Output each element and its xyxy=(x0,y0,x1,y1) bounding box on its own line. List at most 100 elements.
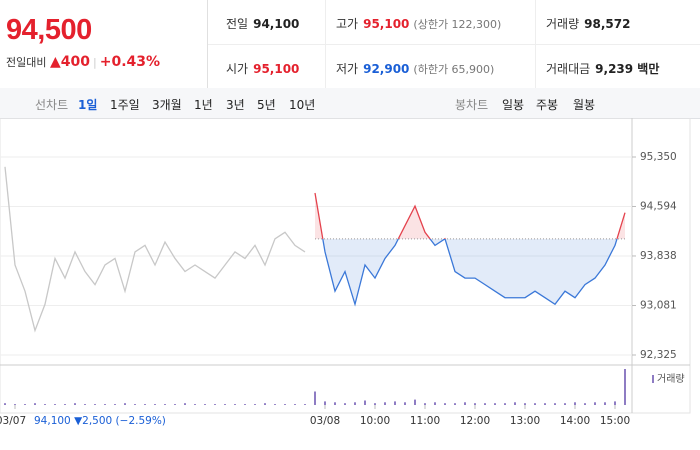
cell-label: 거래대금 xyxy=(546,62,591,76)
change: 전일대비 ▲400 | +0.43% xyxy=(6,54,161,70)
tab[interactable]: 5년 xyxy=(257,98,276,112)
volume-bar xyxy=(354,402,356,405)
y-tick-label: 92,325 xyxy=(640,349,677,361)
volume-bar xyxy=(324,401,326,405)
volume-bar xyxy=(224,404,226,405)
volume-bar xyxy=(614,401,616,405)
volume-bar xyxy=(444,403,446,405)
volume-bar xyxy=(64,404,66,405)
change-label: 전일대비 xyxy=(6,56,47,69)
x-tick-label: 10:00 xyxy=(360,415,390,427)
volume-bar xyxy=(334,402,336,405)
volume-bar xyxy=(154,404,156,405)
x-tick-label: 13:00 xyxy=(510,415,540,427)
price-box: 94,500 전일대비 ▲400 | +0.43% xyxy=(0,0,208,88)
volume-bar xyxy=(74,403,76,405)
volume-bar xyxy=(464,402,466,405)
summary-cell: 전일 94,100 xyxy=(226,15,299,32)
volume-bar xyxy=(424,403,426,405)
current-price: 94,500 xyxy=(6,14,92,46)
cell-value: 98,572 xyxy=(584,17,631,31)
summary-panel: 94,500 전일대비 ▲400 | +0.43% 전일 94,100 고가 95,100… xyxy=(0,0,700,89)
volume-bar xyxy=(394,401,396,405)
volume-bar xyxy=(484,403,486,405)
volume-bar xyxy=(114,404,116,405)
volume-bar xyxy=(604,402,606,405)
volume-bar xyxy=(364,400,366,405)
volume-bar xyxy=(134,404,136,405)
chart: 95,350 94,594 93,838 93,081 92,325 03/07 03/08… xyxy=(0,118,691,427)
x-tick-label: 14:00 xyxy=(560,415,590,427)
x-tick-label: 03/08 xyxy=(310,415,340,427)
volume-bar xyxy=(54,404,56,405)
tab[interactable]: 1년 xyxy=(194,98,213,112)
tab[interactable]: 주봉 xyxy=(536,98,559,112)
summary-cell: 거래량 98,572 xyxy=(546,15,630,32)
tab[interactable]: 10년 xyxy=(289,98,316,112)
volume-bar xyxy=(524,403,526,405)
tab-group-label: 선차트 xyxy=(35,98,69,112)
tab-bar: 선차트 1일 1주일 3개월 1년 3년 5년 10년 봉차트 일봉 주봉 월봉 xyxy=(0,88,700,119)
change-arrow: ▲ xyxy=(49,54,61,70)
volume-bar xyxy=(4,403,6,405)
cell-value: 95,100 xyxy=(253,62,300,76)
summary-row: 전일 94,100 고가 95,100 (상한가 122,300) 거래량 98,572 xyxy=(208,0,700,45)
volume-bar xyxy=(284,404,286,405)
cell-value: 94,100 xyxy=(253,17,300,31)
volume-bar xyxy=(24,404,26,405)
cell-label: 시가 xyxy=(226,62,249,76)
change-amount: 400 xyxy=(60,54,90,70)
tab[interactable]: 3년 xyxy=(226,98,245,112)
volume-bar xyxy=(94,404,96,405)
x-tick-label: 12:00 xyxy=(460,415,490,427)
cell-value: 95,100 xyxy=(363,17,410,31)
x-tick-label: 11:00 xyxy=(410,415,440,427)
volume-bar xyxy=(34,403,36,405)
x-tick-label: 03/07 xyxy=(0,415,26,427)
tab[interactable]: 1주일 xyxy=(110,98,140,112)
volume-bar xyxy=(544,403,546,405)
summary-row: 시가 95,100 저가 92,900 (하한가 65,900) 거래대금 9,239 백만 xyxy=(208,45,700,89)
volume-bar xyxy=(534,403,536,405)
cell-label: 고가 xyxy=(336,17,359,31)
volume-bar xyxy=(124,403,126,405)
volume-bar xyxy=(164,404,166,405)
summary-cell: 저가 92,900 (하한가 65,900) xyxy=(336,60,494,77)
volume-bar xyxy=(84,404,86,405)
volume-bar xyxy=(624,369,626,405)
tab-group-label: 봉차트 xyxy=(455,98,489,112)
volume-bar xyxy=(294,404,296,405)
y-tick-label: 95,350 xyxy=(640,151,677,163)
info-label: 94,100 ▼2,500 (−2.59%) xyxy=(34,415,166,427)
volume-bar xyxy=(234,404,236,405)
tab[interactable]: 일봉 xyxy=(502,98,525,112)
cell-label: 전일 xyxy=(226,17,249,31)
volume-bar xyxy=(564,403,566,405)
y-tick-label: 93,081 xyxy=(640,300,677,312)
volume-bar xyxy=(214,404,216,405)
summary-cell: 시가 95,100 xyxy=(226,60,299,77)
volume-bar xyxy=(554,403,556,405)
tab[interactable]: 월봉 xyxy=(573,98,596,112)
tab[interactable]: 3개월 xyxy=(152,98,182,112)
price-line xyxy=(322,238,618,307)
volume-bar xyxy=(44,404,46,405)
volume-bar xyxy=(414,399,416,405)
cell-label: 저가 xyxy=(336,62,359,76)
volume-bar xyxy=(514,402,516,405)
volume-bar xyxy=(254,404,256,405)
volume-bar xyxy=(404,402,406,405)
x-tick-label: 15:00 xyxy=(600,415,630,427)
volume-bar xyxy=(244,404,246,405)
volume-bar xyxy=(584,403,586,405)
tab[interactable]: 1일 xyxy=(78,98,98,112)
summary-cell: 고가 95,100 (상한가 122,300) xyxy=(336,15,501,32)
volume-bar xyxy=(504,403,506,405)
legend-swatch xyxy=(652,375,654,383)
volume-bar xyxy=(14,404,16,405)
volume-bar xyxy=(314,391,316,405)
summary-cell: 거래대금 9,239 백만 xyxy=(546,60,659,77)
cell-label: 거래량 xyxy=(546,17,580,31)
volume-bar xyxy=(204,404,206,405)
